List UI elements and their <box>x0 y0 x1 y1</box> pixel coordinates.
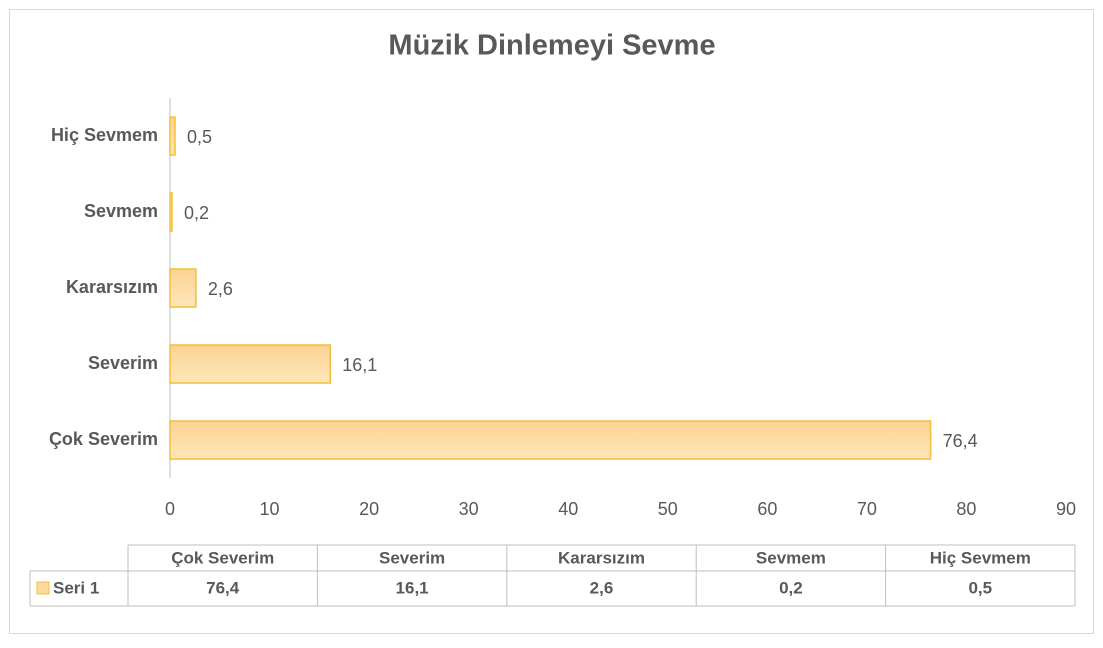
x-tick-label: 20 <box>359 499 379 519</box>
data-label: 76,4 <box>943 431 978 451</box>
x-tick-label: 40 <box>558 499 578 519</box>
data-label: 0,5 <box>187 127 212 147</box>
x-tick-label: 90 <box>1056 499 1076 519</box>
x-tick-label: 80 <box>956 499 976 519</box>
data-label: 16,1 <box>342 355 377 375</box>
x-tick-label: 70 <box>857 499 877 519</box>
chart-border <box>9 9 1094 634</box>
y-tick-label: Hiç Sevmem <box>51 125 158 145</box>
table-header: Kararsızım <box>558 548 645 567</box>
x-tick-label: 0 <box>165 499 175 519</box>
x-tick-label: 60 <box>757 499 777 519</box>
legend-key <box>36 581 50 595</box>
bar <box>169 344 332 384</box>
bar <box>169 192 173 232</box>
x-tick-label: 30 <box>459 499 479 519</box>
bar <box>169 420 932 460</box>
y-tick-label: Çok Severim <box>49 429 158 449</box>
table-header: Severim <box>379 548 445 567</box>
table-cell: 76,4 <box>206 578 240 597</box>
table-header: Çok Severim <box>171 548 274 567</box>
y-tick-label: Sevmem <box>84 201 158 221</box>
table-cell: 0,5 <box>968 578 992 597</box>
table-cell: 16,1 <box>396 578 429 597</box>
table-header: Hiç Sevmem <box>930 548 1031 567</box>
data-label: 0,2 <box>184 203 209 223</box>
legend-label: Seri 1 <box>53 578 99 597</box>
x-tick-label: 10 <box>260 499 280 519</box>
data-label: 2,6 <box>208 279 233 299</box>
table-header: Sevmem <box>756 548 826 567</box>
table-cell: 0,2 <box>779 578 803 597</box>
table-cell: 2,6 <box>590 578 614 597</box>
y-tick-label: Kararsızım <box>66 277 158 297</box>
bar <box>169 116 176 156</box>
bar <box>169 268 197 308</box>
chart-title: Müzik Dinlemeyi Sevme <box>388 30 715 62</box>
y-tick-label: Severim <box>88 353 158 373</box>
x-tick-label: 50 <box>658 499 678 519</box>
